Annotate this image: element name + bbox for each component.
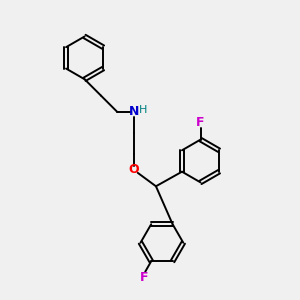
- Text: H: H: [139, 105, 147, 115]
- Text: F: F: [196, 116, 205, 130]
- Text: O: O: [128, 164, 139, 176]
- Text: F: F: [140, 271, 148, 284]
- Text: N: N: [128, 106, 139, 118]
